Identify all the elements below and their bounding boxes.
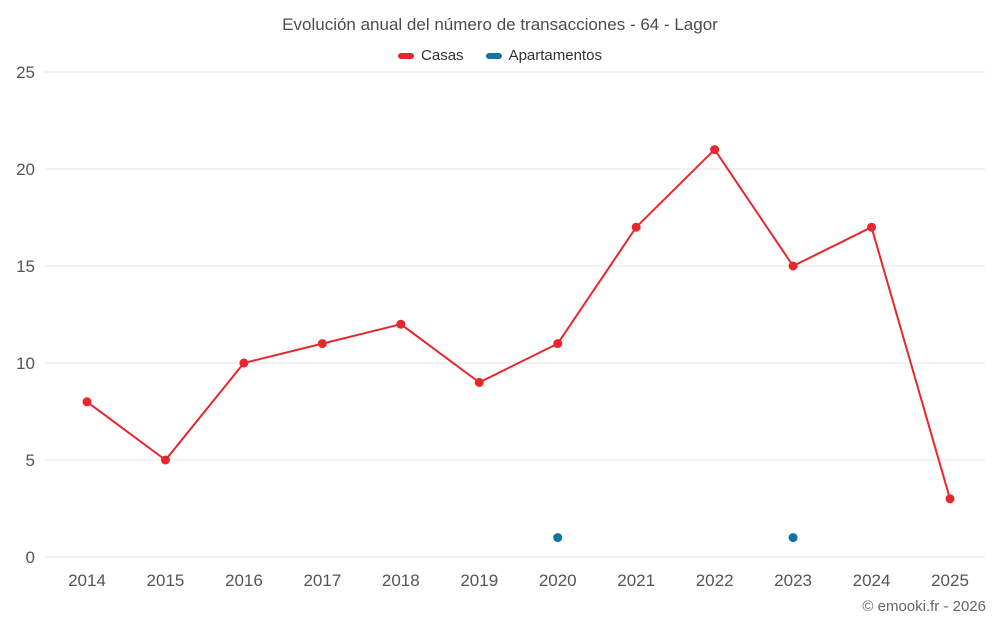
legend-item-apartamentos[interactable]: Apartamentos <box>485 47 602 64</box>
svg-text:2023: 2023 <box>774 571 812 590</box>
series-casas-point-2015[interactable] <box>160 455 170 465</box>
series-apartamentos <box>553 533 798 543</box>
svg-text:2018: 2018 <box>382 571 420 590</box>
x-axis-labels: 2014 2015 2016 2017 2018 2019 2020 2021 2022 2023… <box>68 571 969 590</box>
series-apartamentos-point-2020[interactable] <box>553 533 563 543</box>
chart-legend: Casas Apartamentos <box>0 47 1000 64</box>
svg-text:2022: 2022 <box>696 571 734 590</box>
series-casas-point-2021[interactable] <box>631 222 641 232</box>
casas-legend-marker-icon <box>398 52 415 59</box>
series-casas-point-2025[interactable] <box>945 494 955 504</box>
series-casas-point-2022[interactable] <box>710 145 720 155</box>
svg-text:2019: 2019 <box>460 571 498 590</box>
svg-text:2016: 2016 <box>225 571 263 590</box>
series-casas-point-2019[interactable] <box>474 377 484 387</box>
legend-item-casas[interactable]: Casas <box>398 47 464 64</box>
svg-text:25: 25 <box>16 63 35 82</box>
svg-text:2017: 2017 <box>303 571 341 590</box>
series-casas-point-2017[interactable] <box>317 339 327 349</box>
svg-text:10: 10 <box>16 354 35 373</box>
series-casas <box>82 145 955 504</box>
series-casas-point-2020[interactable] <box>553 339 563 349</box>
series-casas-point-2024[interactable] <box>867 222 877 232</box>
svg-text:2025: 2025 <box>931 571 969 590</box>
series-casas-point-2023[interactable] <box>788 261 798 271</box>
chart-footer-credit: © emooki.fr - 2026 <box>862 598 986 615</box>
series-casas-line <box>86 148 951 500</box>
svg-text:2021: 2021 <box>617 571 655 590</box>
svg-text:0: 0 <box>26 548 35 567</box>
svg-text:15: 15 <box>16 257 35 276</box>
y-axis-labels: 0 5 10 15 20 25 <box>16 63 35 567</box>
y-gridlines <box>45 71 985 558</box>
chart-title: Evolución anual del número de transaccio… <box>282 15 718 34</box>
apartamentos-legend-label: Apartamentos <box>508 47 602 64</box>
casas-legend-label: Casas <box>421 47 464 64</box>
svg-text:2014: 2014 <box>68 571 106 590</box>
apartamentos-legend-marker-icon <box>485 52 502 59</box>
svg-text:2020: 2020 <box>539 571 577 590</box>
series-apartamentos-point-2023[interactable] <box>788 533 798 543</box>
series-casas-point-2016[interactable] <box>239 358 249 368</box>
series-casas-point-2018[interactable] <box>396 319 406 329</box>
series-casas-point-2014[interactable] <box>82 397 92 407</box>
svg-text:5: 5 <box>26 451 35 470</box>
svg-text:2024: 2024 <box>853 571 891 590</box>
svg-text:20: 20 <box>16 160 35 179</box>
svg-text:2015: 2015 <box>147 571 185 590</box>
